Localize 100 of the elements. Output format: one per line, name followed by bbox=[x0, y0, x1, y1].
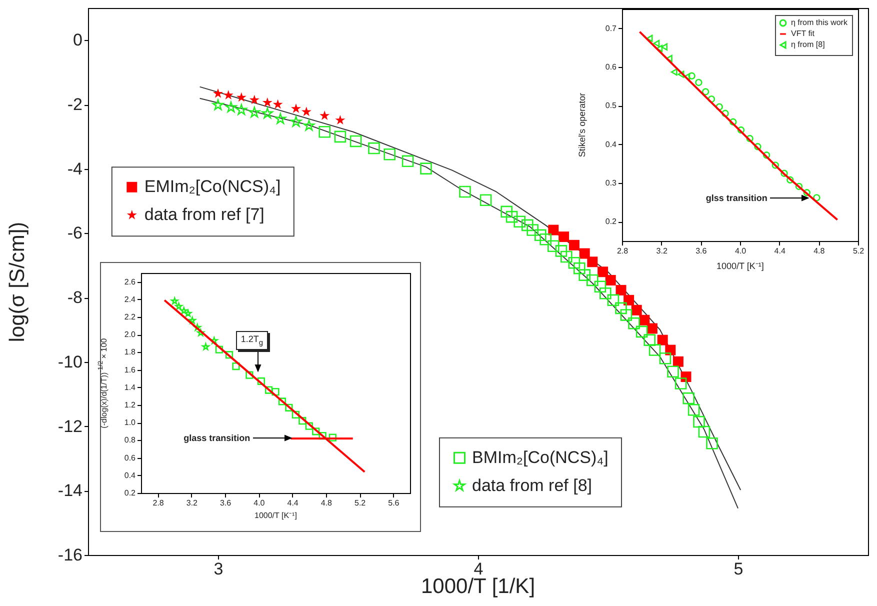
point bbox=[560, 250, 572, 263]
point bbox=[548, 240, 560, 252]
y-tick-label: -6 bbox=[67, 224, 82, 243]
point bbox=[786, 176, 794, 184]
legend-label: data from ref [7] bbox=[144, 205, 264, 224]
legend-label: η from [8] bbox=[791, 40, 825, 49]
y-tick-label: 0.4 bbox=[605, 140, 618, 149]
point bbox=[754, 143, 762, 150]
x-tick-label: 4.8 bbox=[814, 246, 826, 256]
point bbox=[653, 40, 660, 48]
y-axis-title: log(σ [S/cm]) bbox=[6, 221, 30, 342]
point bbox=[514, 216, 526, 228]
x-tick-label: 3 bbox=[214, 560, 224, 578]
y-tick-label: 2.0 bbox=[124, 330, 136, 340]
x-tick-label: 4.0 bbox=[254, 498, 266, 508]
y-axis-title: Stikel's operator bbox=[577, 92, 588, 158]
x-tick-label: 5 bbox=[734, 560, 744, 578]
y-tick-label: -16 bbox=[58, 546, 82, 564]
point bbox=[624, 294, 634, 306]
x-tick-label: 4.4 bbox=[287, 498, 299, 508]
line-series bbox=[638, 30, 838, 221]
point bbox=[384, 148, 396, 160]
point bbox=[716, 103, 723, 110]
x-tick-label: 3.6 bbox=[696, 246, 708, 256]
point bbox=[693, 416, 705, 428]
point bbox=[628, 317, 640, 330]
point bbox=[659, 352, 672, 364]
point bbox=[298, 417, 306, 425]
y-tick-label: -4 bbox=[67, 159, 82, 178]
point bbox=[459, 186, 471, 198]
point bbox=[568, 240, 580, 250]
y-tick-label: 0.4 bbox=[124, 470, 136, 480]
point bbox=[249, 94, 260, 104]
point bbox=[631, 304, 642, 316]
point bbox=[213, 88, 223, 98]
point bbox=[682, 392, 694, 404]
annotation: glss transition bbox=[706, 193, 768, 204]
point bbox=[568, 256, 580, 269]
y-tick-label: 0.5 bbox=[605, 101, 618, 110]
point bbox=[274, 113, 286, 124]
y-tick-label: 0 bbox=[73, 30, 82, 50]
point bbox=[803, 189, 810, 196]
y-tick-label: -12 bbox=[58, 416, 82, 436]
point bbox=[661, 43, 668, 50]
point bbox=[264, 386, 273, 394]
point bbox=[526, 224, 538, 236]
point bbox=[678, 70, 684, 78]
point bbox=[780, 170, 788, 177]
y-tick-label: 1.2 bbox=[124, 400, 136, 410]
annotation: glass transition bbox=[184, 433, 250, 444]
point bbox=[262, 108, 274, 118]
point bbox=[402, 155, 414, 168]
point bbox=[607, 294, 620, 306]
y-tick-label: 2.6 bbox=[124, 277, 136, 286]
point bbox=[506, 210, 518, 223]
point bbox=[215, 346, 223, 354]
point bbox=[656, 44, 663, 52]
y-tick-label: 0.6 bbox=[605, 62, 618, 72]
point bbox=[722, 110, 729, 117]
y-tick-label: 0.7 bbox=[605, 24, 618, 33]
y-tick-label: 0.2 bbox=[124, 488, 136, 498]
y-tick-label: -10 bbox=[58, 352, 82, 372]
x-axis-title: 1000/T [K⁻¹] bbox=[716, 260, 764, 272]
point bbox=[305, 422, 313, 430]
point bbox=[648, 344, 661, 356]
point bbox=[695, 78, 702, 86]
y-tick-label: 1.0 bbox=[124, 418, 136, 428]
point bbox=[500, 206, 512, 218]
x-tick-label: 4.8 bbox=[320, 498, 333, 508]
point bbox=[540, 233, 552, 246]
point bbox=[290, 116, 302, 127]
y-tick-label: 2.2 bbox=[124, 312, 136, 322]
point bbox=[598, 266, 608, 278]
point bbox=[232, 362, 240, 370]
x-tick-label: 3.2 bbox=[656, 246, 668, 256]
x-tick-label: 2.8 bbox=[152, 498, 164, 508]
point bbox=[558, 232, 570, 242]
y-tick-label: 0.6 bbox=[124, 453, 136, 462]
point bbox=[579, 248, 590, 259]
x-tick-label: 2.8 bbox=[616, 246, 629, 256]
x-axis-title: 1000/T [K⁻¹] bbox=[254, 510, 297, 520]
x-tick-label: 5.2 bbox=[852, 246, 865, 256]
point bbox=[225, 102, 237, 112]
y-tick-label: 0.8 bbox=[124, 436, 136, 445]
point bbox=[522, 219, 534, 232]
point bbox=[534, 229, 546, 242]
point bbox=[746, 134, 754, 142]
point bbox=[303, 120, 315, 131]
point bbox=[318, 126, 330, 138]
y-tick-label: 1.8 bbox=[124, 348, 136, 357]
point bbox=[762, 152, 770, 159]
point bbox=[272, 99, 283, 109]
point bbox=[578, 269, 590, 281]
point bbox=[278, 398, 286, 406]
point bbox=[334, 130, 346, 143]
point bbox=[262, 97, 272, 107]
point bbox=[587, 256, 598, 268]
point bbox=[480, 194, 492, 206]
point bbox=[420, 162, 432, 174]
point bbox=[586, 274, 598, 286]
